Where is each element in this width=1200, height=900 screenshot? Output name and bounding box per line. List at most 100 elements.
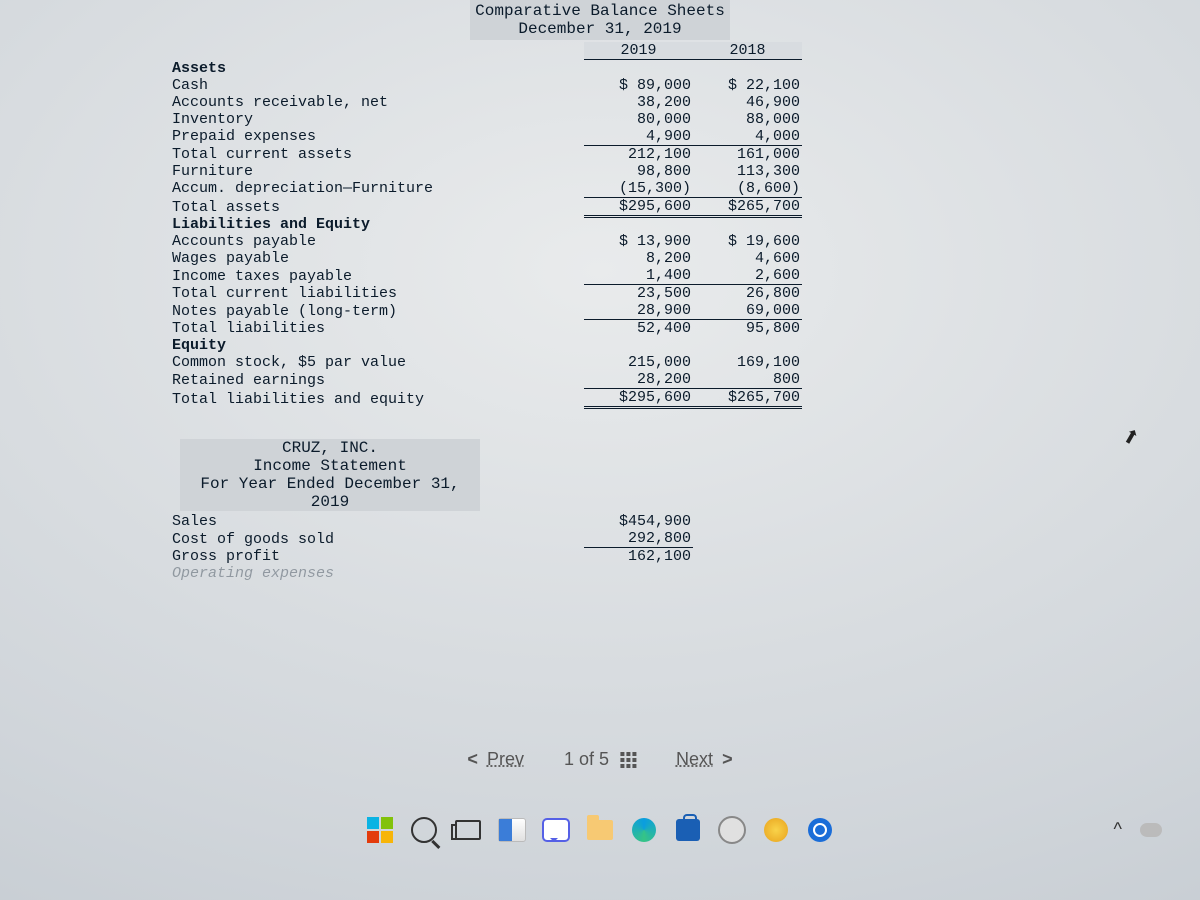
row-label: Inventory — [170, 111, 584, 128]
edge-icon — [632, 818, 656, 842]
cell-2019: 23,500 — [584, 285, 693, 303]
search-icon — [411, 817, 437, 843]
app3-button[interactable] — [805, 815, 835, 845]
cell-2018: 161,000 — [693, 145, 802, 163]
task-view-button[interactable] — [453, 815, 483, 845]
cell-2019: 98,800 — [584, 163, 693, 180]
cell-2019: 80,000 — [584, 111, 693, 128]
cell-2019: 52,400 — [584, 320, 693, 338]
table-row: Common stock, $5 par value215,000169,100 — [170, 354, 802, 371]
cell-2018: 169,100 — [693, 354, 802, 371]
camera-icon — [808, 818, 832, 842]
income-statement-title: CRUZ, INC. Income Statement For Year End… — [180, 439, 480, 511]
row-label: Total liabilities and equity — [170, 389, 584, 408]
cell-2019: $ 13,900 — [584, 233, 693, 250]
tray-expand[interactable]: ^ — [1114, 819, 1122, 840]
cell-value: $454,900 — [584, 513, 693, 530]
edge-button[interactable] — [629, 815, 659, 845]
table-row: Accounts receivable, net38,20046,900 — [170, 94, 802, 111]
cell-2018: 69,000 — [693, 302, 802, 320]
bs-title-line1: Comparative Balance Sheets — [470, 2, 730, 20]
cell-2019: 38,200 — [584, 94, 693, 111]
row-label: Accum. depreciation—Furniture — [170, 180, 584, 198]
is-title-line1: CRUZ, INC. — [180, 439, 480, 457]
row-label: Retained earnings — [170, 371, 584, 389]
start-button[interactable] — [365, 815, 395, 845]
explorer-button[interactable] — [585, 815, 615, 845]
table-row: Sales$454,900 — [170, 513, 693, 530]
cell-2018: 95,800 — [693, 320, 802, 338]
cell-2019: (15,300) — [584, 180, 693, 198]
assets-header: Assets — [170, 60, 584, 77]
cell-2018: 800 — [693, 371, 802, 389]
search-button[interactable] — [409, 815, 439, 845]
row-label: Wages payable — [170, 250, 584, 267]
is-title-line3: For Year Ended December 31, 2019 — [180, 475, 480, 511]
is-title-line2: Income Statement — [180, 457, 480, 475]
cell-2019: 28,900 — [584, 302, 693, 320]
row-label: Income taxes payable — [170, 267, 584, 285]
row-label: Total current assets — [170, 145, 584, 163]
table-row: Notes payable (long-term)28,90069,000 — [170, 302, 802, 320]
cell-2018: (8,600) — [693, 180, 802, 198]
cell-2019: $295,600 — [584, 389, 693, 408]
cell-2018: 2,600 — [693, 267, 802, 285]
row-label: Cost of goods sold — [170, 530, 584, 548]
cell-2019: 8,200 — [584, 250, 693, 267]
row-label: Total assets — [170, 197, 584, 216]
system-tray: ^ — [1114, 819, 1162, 840]
row-label: Notes payable (long-term) — [170, 302, 584, 320]
onedrive-icon[interactable] — [1140, 823, 1162, 837]
cell-2019: 212,100 — [584, 145, 693, 163]
row-label: Furniture — [170, 163, 584, 180]
table-row: Prepaid expenses4,9004,000 — [170, 128, 802, 146]
row-label: Prepaid expenses — [170, 128, 584, 146]
cell-2018: $265,700 — [693, 389, 802, 408]
table-row: Income taxes payable1,4002,600 — [170, 267, 802, 285]
windows-logo-icon — [367, 817, 393, 843]
cell-2018: 46,900 — [693, 94, 802, 111]
column-header-row: 2019 2018 — [170, 42, 802, 60]
income-statement-table: Sales$454,900Cost of goods sold292,800Gr… — [170, 513, 693, 582]
table-row: Accounts payable$ 13,900$ 19,600 — [170, 233, 802, 250]
cell-2018: $ 19,600 — [693, 233, 802, 250]
round-icon — [718, 816, 746, 844]
chat-button[interactable] — [541, 815, 571, 845]
cell-2018: 113,300 — [693, 163, 802, 180]
liabilities-header: Liabilities and Equity — [170, 216, 584, 233]
row-label: Gross profit — [170, 548, 584, 566]
chat-icon — [542, 818, 570, 842]
app2-button[interactable] — [761, 815, 791, 845]
prev-button[interactable]: < Prev — [463, 749, 524, 770]
balance-sheet-table: 2019 2018 Assets Cash$ 89,000$ 22,100Acc… — [170, 42, 802, 409]
cell-2019: $ 89,000 — [584, 77, 693, 94]
cell-2018: $ 22,100 — [693, 77, 802, 94]
table-row: Gross profit162,100 — [170, 548, 693, 566]
next-button[interactable]: Next > — [676, 749, 737, 770]
round-icon — [764, 818, 788, 842]
cell-value: 162,100 — [584, 548, 693, 566]
row-label: Common stock, $5 par value — [170, 354, 584, 371]
document-content: Comparative Balance Sheets December 31, … — [0, 0, 1200, 582]
page-position: 1 of 5 — [564, 749, 636, 770]
row-label: Accounts receivable, net — [170, 94, 584, 111]
app1-button[interactable] — [717, 815, 747, 845]
col-2018: 2018 — [693, 42, 802, 60]
chevron-left-icon: < — [467, 749, 478, 769]
table-row: Accum. depreciation—Furniture(15,300)(8,… — [170, 180, 802, 198]
row-label: Total liabilities — [170, 320, 584, 338]
table-row: Inventory80,00088,000 — [170, 111, 802, 128]
row-label: Operating expenses — [170, 565, 584, 582]
table-row: Furniture98,800113,300 — [170, 163, 802, 180]
cell-2018: $265,700 — [693, 197, 802, 216]
balance-sheet-title: Comparative Balance Sheets December 31, … — [470, 0, 730, 40]
widgets-button[interactable] — [497, 815, 527, 845]
cell-2018: 26,800 — [693, 285, 802, 303]
cell-2019: 4,900 — [584, 128, 693, 146]
table-row: Cost of goods sold292,800 — [170, 530, 693, 548]
cell-2019: 215,000 — [584, 354, 693, 371]
row-label: Cash — [170, 77, 584, 94]
grid-icon[interactable] — [620, 752, 636, 768]
store-button[interactable] — [673, 815, 703, 845]
cell-value: 292,800 — [584, 530, 693, 548]
